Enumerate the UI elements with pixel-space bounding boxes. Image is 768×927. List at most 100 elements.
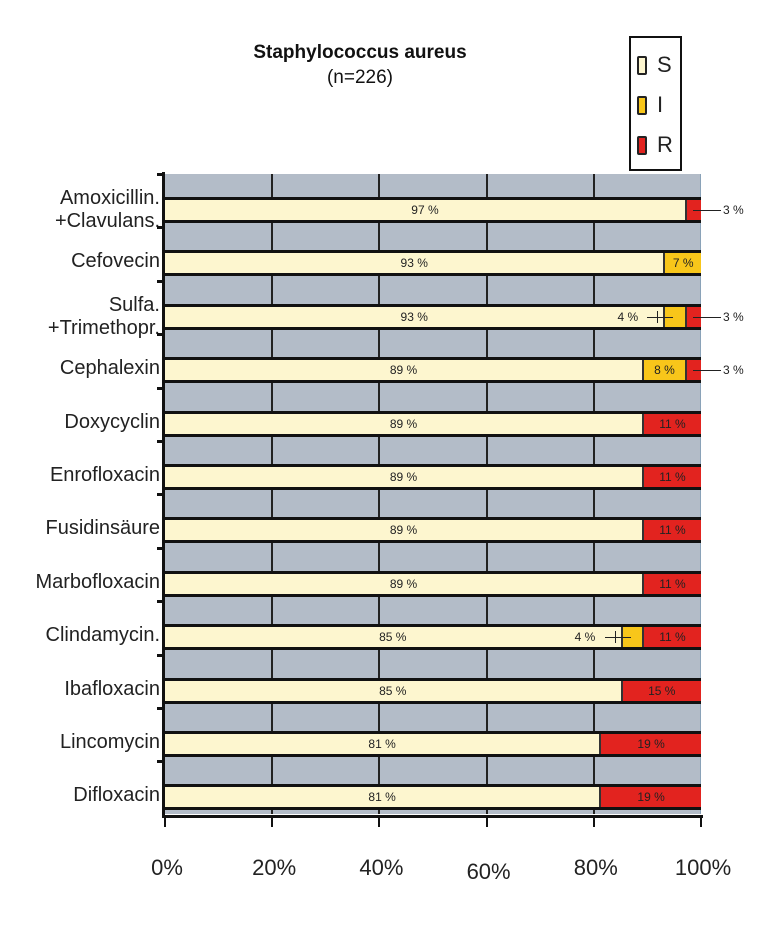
x-tick-label: 0%	[151, 855, 183, 880]
bar-border-top	[165, 677, 701, 681]
y-tick	[157, 440, 163, 443]
bar-row: 89 % 11 %	[165, 520, 701, 541]
y-tick	[157, 226, 163, 230]
bar-segment-s: 81 %	[165, 787, 600, 808]
bar-border-bottom	[165, 647, 701, 651]
bar-segment-s: 89 %	[165, 413, 643, 434]
bar-border-bottom	[165, 326, 701, 330]
bar-row: 93 %	[165, 306, 701, 327]
bar-segment-s: 89 %	[165, 573, 643, 594]
bar-segment-r: 11 %	[642, 413, 701, 434]
y-tick	[157, 707, 163, 710]
legend-item-r: R	[637, 130, 673, 160]
leader-tick	[614, 631, 616, 644]
bar-border-bottom	[165, 380, 701, 384]
gridline-20	[271, 174, 274, 814]
category-label: Difloxacin	[73, 784, 160, 807]
y-tick	[157, 173, 163, 176]
bar-border-bottom	[165, 807, 701, 811]
bar-border-bottom	[165, 487, 701, 490]
bar-segment-r	[684, 200, 701, 220]
x-tick-label: 80%	[573, 855, 618, 880]
y-tick	[157, 546, 163, 550]
y-tick	[157, 333, 163, 337]
bar-border-top	[165, 250, 701, 254]
bar-border-bottom	[165, 540, 701, 544]
leader-line	[647, 316, 674, 318]
category-label: Marbofloxacin	[35, 570, 160, 593]
legend-label-s: S	[657, 52, 672, 77]
leader-line	[693, 370, 721, 372]
bar-row: 81 % 19 %	[165, 787, 701, 808]
y-tick	[157, 760, 163, 764]
x-tick-label: 40%	[359, 855, 404, 880]
x-tick	[592, 815, 595, 827]
bar-border-top	[165, 197, 701, 200]
x-axis	[163, 815, 703, 818]
legend: S I R	[629, 36, 682, 171]
bar-segment-i: 8 %	[642, 360, 685, 381]
x-tick	[164, 815, 166, 827]
category-label: Clindamycin.	[45, 624, 160, 647]
bar-row: 85 % 15 %	[165, 680, 701, 701]
bar-segment-r: 19 %	[599, 734, 701, 754]
y-tick	[157, 279, 163, 283]
bar-row: 89 % 8 %	[165, 360, 701, 381]
x-tick-label: 100%	[674, 855, 732, 880]
leader-tick	[657, 310, 659, 323]
leader-line	[604, 637, 631, 639]
bar-segment-s: 97 %	[165, 200, 685, 220]
bar-segment-s: 89 %	[165, 520, 643, 541]
category-label: Amoxicillin. +Clavulans.	[54, 187, 160, 232]
y-tick	[157, 600, 163, 604]
bar-segment-s: 93 %	[165, 253, 664, 274]
gridline-60	[485, 174, 488, 814]
bar-segment-s: 85 %	[165, 627, 621, 648]
x-tick	[378, 815, 381, 827]
x-tick	[271, 815, 274, 827]
category-label: Cefovecin	[71, 250, 160, 273]
bar-segment-r: 11 %	[642, 467, 701, 487]
bar-segment-s: 89 %	[165, 467, 643, 487]
bar-segment-r: 15 %	[620, 680, 701, 701]
chart-subtitle: (n=226)	[326, 67, 394, 88]
category-label: Doxycyclin	[64, 410, 160, 433]
x-tick	[700, 815, 702, 827]
outside-label-i: 4 %	[617, 309, 639, 324]
bar-border-top	[165, 410, 701, 414]
category-label: Sulfa. +Trimethopr.	[47, 293, 160, 339]
legend-item-i: I	[637, 90, 663, 120]
outside-label-i: 4 %	[574, 630, 596, 645]
bar-segment-r: 11 %	[642, 573, 701, 594]
y-axis	[162, 172, 165, 818]
gridline-80	[592, 174, 595, 814]
bar-border-bottom	[165, 433, 701, 437]
bar-border-bottom	[165, 754, 701, 757]
x-tick-label: 60%	[466, 859, 511, 884]
bar-border-top	[165, 731, 701, 734]
bar-row: 89 % 11 %	[165, 467, 701, 487]
bar-row: 89 % 11 %	[165, 573, 701, 594]
gridline-40	[378, 174, 381, 814]
bar-segment-r: 19 %	[599, 787, 701, 808]
legend-label-r: R	[657, 132, 673, 157]
y-tick	[157, 386, 163, 390]
bar-border-top	[165, 517, 701, 521]
bar-border-bottom	[165, 593, 701, 597]
outside-label-r: 3 %	[723, 309, 744, 324]
bar-row: 93 % 7 %	[165, 253, 701, 274]
bar-segment-s: 89 %	[165, 360, 643, 381]
bar-border-top	[165, 357, 701, 361]
bar-row: 89 % 11 %	[165, 413, 701, 434]
plot-area: 97 % 93 % 7 % 93 % 89 % 8 % 89 % 11 % 89 % 11 % 89…	[165, 174, 701, 818]
category-label: Fusidinsäure	[45, 517, 160, 540]
legend-swatch-i	[637, 95, 647, 115]
legend-item-s: S	[637, 50, 672, 80]
category-label: Ibafloxacin	[64, 677, 160, 700]
bar-segment-s: 81 %	[165, 734, 600, 754]
outside-label-r: 3 %	[723, 363, 744, 378]
bar-segment-r	[684, 306, 701, 327]
chart-title-main: Staphylococcus aureus	[253, 42, 467, 63]
legend-swatch-s	[637, 55, 647, 75]
bar-segment-r: 11 %	[642, 520, 701, 541]
